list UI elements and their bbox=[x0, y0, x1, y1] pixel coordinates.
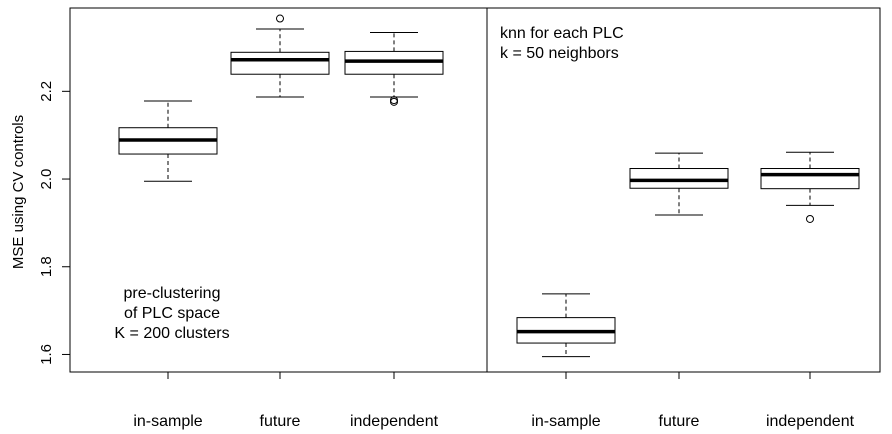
iqr-box bbox=[629, 168, 729, 189]
y-tick-label: 2.2 bbox=[38, 81, 55, 102]
x-tick-label: future bbox=[659, 413, 700, 430]
panel-annotations: pre-clustering of PLC space K = 200 cluste… bbox=[114, 25, 623, 342]
box-1-in-sample bbox=[118, 100, 218, 182]
box-2-future bbox=[629, 152, 729, 216]
x-tick-label: future bbox=[260, 413, 301, 430]
y-axis-label: MSE using CV controls bbox=[10, 115, 27, 269]
x-tick-label: in-sample bbox=[531, 413, 600, 430]
panel-2-annotation: knn for each PLC k = 50 neighbors bbox=[500, 25, 624, 62]
y-tick-label: 1.8 bbox=[38, 256, 55, 277]
panel-1-annotation: pre-clustering of PLC space K = 200 cluste… bbox=[114, 285, 229, 342]
box-1-future bbox=[230, 14, 330, 98]
x-tick-label: independent bbox=[766, 413, 855, 430]
x-tick-labels: in-sample future independent in-sample futur… bbox=[133, 372, 855, 430]
outlier-point bbox=[806, 214, 814, 223]
x-tick-label: independent bbox=[350, 413, 439, 430]
plot-layer bbox=[69, 7, 881, 373]
outlier-point bbox=[276, 14, 284, 23]
outlier-point bbox=[390, 96, 398, 105]
y-axis: 1.6 1.8 2.0 2.2 bbox=[38, 81, 71, 365]
iqr-box bbox=[344, 50, 444, 75]
box-2-independent bbox=[760, 151, 860, 223]
iqr-box bbox=[760, 168, 860, 190]
box-2-in-sample bbox=[516, 293, 616, 358]
box-1-independent bbox=[344, 32, 444, 106]
x-tick-label: in-sample bbox=[133, 413, 202, 430]
y-tick-label: 2.0 bbox=[38, 169, 55, 190]
y-tick-label: 1.6 bbox=[38, 344, 55, 365]
iqr-box bbox=[230, 51, 330, 75]
y-ticks: 1.6 1.8 2.0 2.2 bbox=[38, 81, 70, 365]
